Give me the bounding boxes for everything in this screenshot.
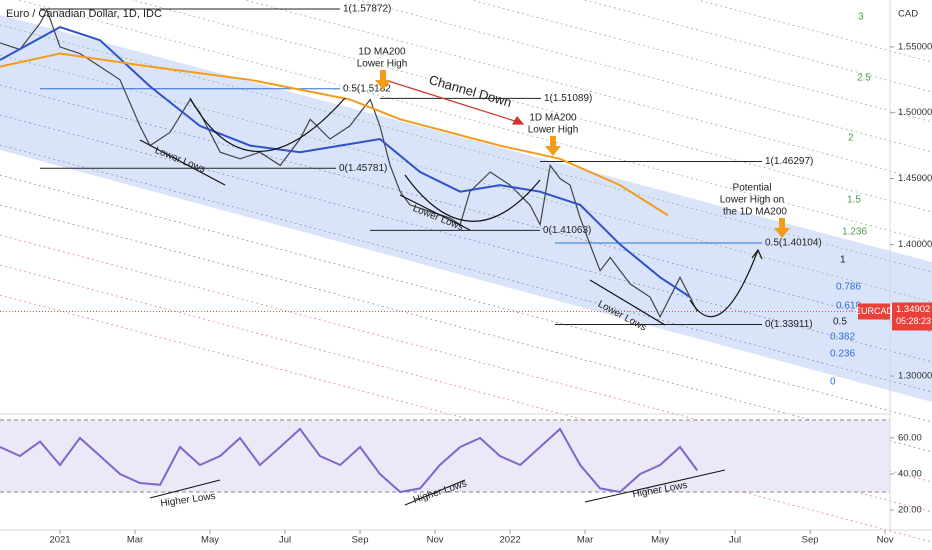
y-tick-label: 1.45000 [898,173,932,184]
symbol-box [858,303,890,320]
trend-line [399,194,471,231]
cup-curve [189,97,346,153]
fib-level-label: 0(1.41063) [543,225,591,236]
y-tick-label: 1.40000 [898,239,932,250]
price-box [892,302,932,331]
fib-level-label: 0(1.45781) [339,163,387,174]
x-tick-label: Sep [352,535,369,546]
channel-level-label: 0.5 [833,317,847,328]
annotation: Lower High [528,125,579,136]
annotation: 1D MA200 [529,113,577,124]
x-tick-label: 2021 [49,535,70,546]
series-line [0,427,699,494]
x-tick-label: Sep [802,535,819,546]
x-tick-label: Mar [577,535,593,546]
channel-level-label: 2 [848,133,854,144]
channel-level-label: 0.236 [830,349,855,360]
rsi-pane: Higher Lows Higher Lows Higher Lows [0,419,890,509]
fib-level-label: 1(1.57872) [343,4,391,15]
y-tick-label: 1.55000 [898,41,932,52]
countdown-label: 05:28:23 [896,316,931,326]
y-tick-label: 40.00 [898,469,922,480]
x-tick-label: Nov [877,535,894,546]
channel-line [0,24,932,273]
series-line [0,26,691,298]
channel-line [17,0,932,243]
drawings [139,97,763,326]
channel-level-label: 3 [858,12,864,23]
fib-level-label: 1(1.51089) [544,93,592,104]
channel-band [0,15,932,402]
x-tick-label: Mar [127,535,143,546]
y-tick-label: 1.50000 [898,107,932,118]
annotation: Lower High on [720,195,784,206]
channel-line [0,264,932,513]
y-tick-label: 20.00 [898,505,922,516]
y-tick-label: 60.00 [898,433,922,444]
projection-curve [689,249,759,318]
x-tick-label: May [651,535,669,546]
channel-level-label: 1.5 [847,195,861,206]
trend-line [149,469,726,506]
channel-line [0,204,932,453]
chart-title: Euro / Canadian Dollar, 1D, IDC [6,8,162,20]
annotation: 1D MA200 [358,47,406,58]
channel-line [0,294,932,543]
trend-line [589,279,666,326]
series-line [0,52,669,217]
channel-line [0,114,932,363]
channel-line [0,174,932,423]
annotation: Lower High [357,59,408,70]
trend-line [139,139,226,186]
channel-line [0,54,932,303]
x-tick-label: May [201,535,219,546]
arrow [545,136,561,156]
x-tick-label: 2022 [500,535,521,546]
channel-line [0,234,932,483]
channel-line [0,84,932,333]
fib-level-label: 0.5(1.40104) [765,238,822,249]
arrow-head [511,115,525,125]
rsi-band [0,420,890,493]
channel-arrow [384,79,525,125]
channel-level-label: 1 [840,255,846,266]
orange-arrows [375,70,790,238]
channel-level-label: 2.5 [857,73,871,84]
series-line [0,8,698,319]
channel-line [130,0,932,213]
arrow-shaft [384,79,519,123]
symbol-label: EURCAD [855,306,894,316]
axis-unit: CAD [898,9,918,20]
x-tick-label: Jul [729,535,741,546]
channel-level-label: 0.382 [830,332,855,343]
channel-level-label: 0 [830,377,836,388]
channel-level-label: 0.786 [836,282,861,293]
x-tick-label: Nov [427,535,444,546]
y-tick-label: 1.30000 [898,371,932,382]
channel-level-label: 1.236 [842,227,867,238]
arrow [375,70,391,90]
fib-level-label: 0(1.33911) [765,319,813,330]
last-price-label: 1.34902 [896,304,930,315]
arrow [774,218,790,238]
cup-curve [404,174,541,222]
annotation: Potential [733,183,772,194]
channel-line [0,144,932,393]
fib-level-label: 1(1.46297) [765,156,813,167]
fib-level-label: 0.5(1.5182 [343,83,391,94]
channel-level-label: 0.618 [836,301,861,312]
x-tick-label: Jul [279,535,291,546]
arrow-head [751,248,763,260]
annotation: the 1D MA200 [723,207,787,218]
